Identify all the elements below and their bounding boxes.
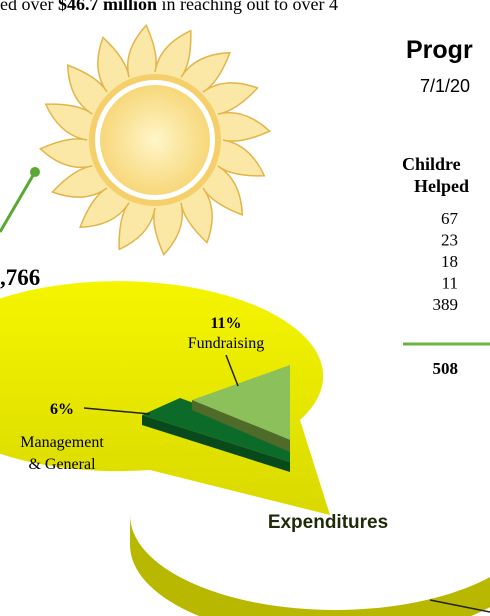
intro-line: ed over $46.7 million in reaching out to… <box>0 0 338 14</box>
intro-text: in reaching out to over 4 <box>157 0 338 14</box>
program-total: 508 <box>433 359 459 378</box>
program-row: 389 <box>433 295 459 314</box>
pie-title: Expenditures <box>268 512 388 533</box>
big-number: ,766 <box>0 265 40 290</box>
program-rows: 67 23 18 11 389 <box>433 209 459 314</box>
trend-dot <box>30 167 40 177</box>
slice-percent: 11% <box>210 315 241 332</box>
sun-graphic <box>40 25 269 254</box>
program-row: 11 <box>442 274 458 293</box>
program-row: 67 <box>441 209 459 228</box>
slice-label: Management <box>20 434 104 451</box>
trend-line <box>0 172 35 232</box>
program-title: Progr <box>406 36 473 64</box>
program-row: 18 <box>441 252 458 271</box>
page: ed over $46.7 million in reaching out to… <box>0 0 490 616</box>
slice-label: Fundraising <box>188 335 264 352</box>
intro-text: ed over <box>0 0 58 14</box>
intro-amount: $46.7 million <box>58 0 157 14</box>
slice-label: & General <box>28 456 96 473</box>
column-header: Childre <box>402 154 461 174</box>
program-dates: 7/1/20 <box>420 76 470 96</box>
slice-percent: 6% <box>50 401 74 418</box>
sun-core <box>100 85 210 195</box>
column-header: Helped <box>414 176 469 196</box>
document: ed over $46.7 million in reaching out to… <box>0 0 490 616</box>
program-row: 23 <box>441 231 458 250</box>
